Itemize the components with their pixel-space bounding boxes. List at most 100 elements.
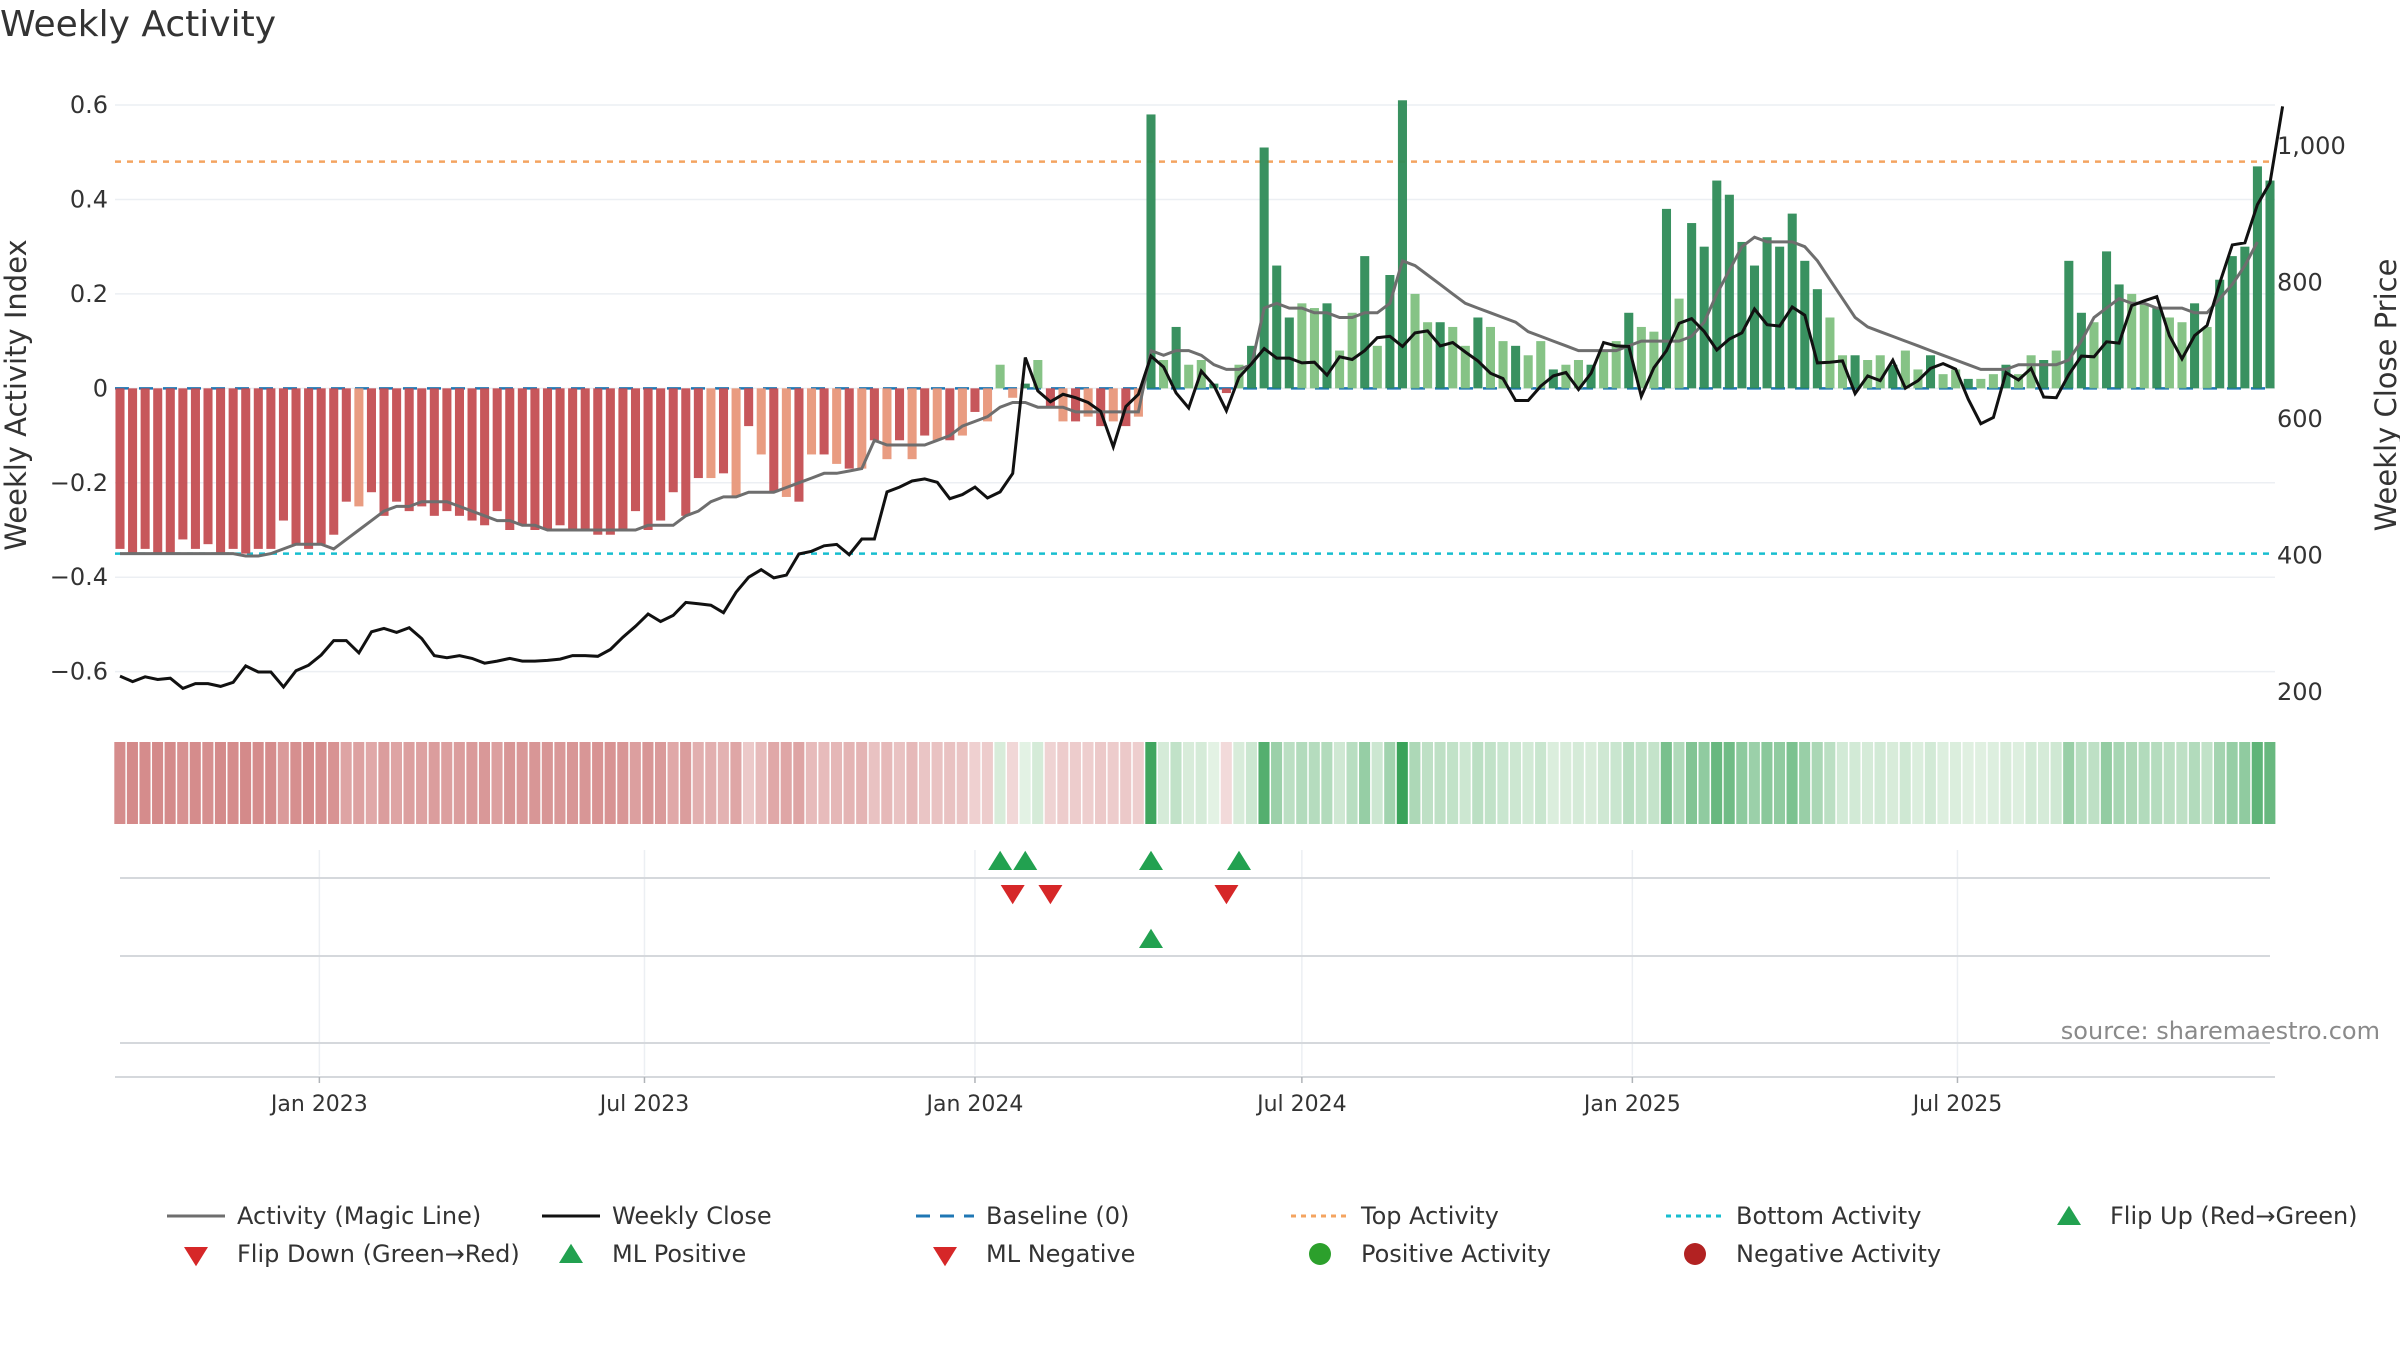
legend-label-9: Positive Activity [1361,1240,1551,1268]
activity-bar-99 [1360,256,1370,389]
legend-label-8: ML Negative [986,1240,1135,1268]
heat-cell-106 [1447,742,1459,824]
activity-bar-44 [668,388,678,493]
activity-bar-147 [1963,378,1973,389]
heat-cell-79 [1107,742,1119,824]
activity-bar-15 [304,388,314,549]
heat-cell-58 [843,742,855,824]
y-tick-6: −0.6 [50,658,108,686]
heat-cell-10 [240,742,252,824]
heat-cell-33 [529,742,541,824]
activity-bar-95 [1309,308,1319,389]
heat-cell-12 [265,742,277,824]
heat-cell-50 [742,742,755,824]
activity-bar-131 [1762,237,1772,389]
heat-cell-24 [416,742,428,824]
activity-bar-118 [1599,350,1609,389]
heat-cell-43 [654,742,667,824]
activity-bar-114 [1548,369,1558,389]
activity-bar-116 [1573,360,1584,389]
heat-cell-1 [126,742,138,824]
heat-cell-166 [2201,742,2213,824]
heat-cell-14 [290,742,302,824]
activity-bar-97 [1335,350,1345,389]
heat-cell-136 [1824,742,1836,824]
heat-cell-151 [2012,742,2024,824]
heat-cell-137 [1836,742,1848,824]
chart-title: Weekly Activity [0,4,277,45]
activity-bar-38 [593,388,603,535]
heat-cell-52 [768,742,780,824]
heat-cell-120 [1623,742,1635,824]
activity-bar-74 [1045,388,1055,408]
activity-bar-3 [153,388,163,554]
activity-bar-26 [442,388,452,512]
heat-cell-21 [378,742,390,824]
legend-item-5: Flip Up (Red→Green) [2057,1202,2358,1230]
activity-bar-52 [769,388,779,493]
heat-cell-132 [1773,742,1786,824]
activity-bar-75 [1058,388,1068,422]
heat-cell-87 [1208,742,1220,824]
date-tick-2: Jan 2024 [925,1092,1024,1117]
heat-cell-48 [717,742,729,824]
date-tick-4: Jan 2025 [1582,1092,1681,1117]
activity-bar-145 [1938,374,1948,389]
activity-bar-106 [1448,326,1458,389]
activity-bar-102 [1397,100,1407,389]
heat-cell-163 [2163,742,2175,824]
activity-bar-0 [115,388,125,549]
heat-cell-67 [956,742,968,824]
heat-cell-157 [2088,742,2100,824]
heat-cell-47 [705,742,717,824]
heat-cell-20 [365,742,377,824]
heat-cell-46 [692,742,704,824]
heat-cell-147 [1962,742,1974,824]
heat-cell-171 [2264,742,2276,824]
heat-cell-84 [1170,742,1182,824]
heat-cell-13 [277,742,289,824]
legend-label-0: Activity (Magic Line) [237,1202,481,1230]
heat-cell-110 [1497,742,1509,824]
heat-cell-28 [466,742,478,824]
heat-cell-143 [1912,742,1924,824]
activity-bar-124 [1674,298,1684,389]
axes: 0.6 0.4 0.2 0 −0.2 −0.4 −0.6 1,000 800 600 400 200 W… [0,91,2400,1117]
activity-bar-115 [1561,364,1571,389]
activity-bar-132 [1775,246,1785,389]
activity-bar-46 [693,388,703,479]
y-tick-0: 0.6 [70,91,108,119]
legend: Activity (Magic Line) Weekly Close Baselin… [167,1202,2358,1268]
flip-down-marker-0 [1000,885,1025,905]
activity-bar-62 [895,388,905,441]
heat-cell-16 [315,742,327,824]
activity-bar-1 [128,388,138,554]
legend-label-5: Flip Up (Red→Green) [2110,1202,2358,1230]
activity-bar-129 [1737,241,1747,389]
activity-bar-121 [1636,326,1646,389]
legend-swatch-6 [184,1247,208,1267]
legend-item-3: Top Activity [1291,1202,1499,1230]
activity-bar-61 [882,388,892,460]
activity-bar-23 [404,388,414,512]
heat-cell-150 [2000,742,2012,824]
activity-bars [115,100,2275,554]
heat-cell-35 [554,742,566,824]
heat-cell-91 [1258,742,1270,824]
heat-cell-114 [1547,742,1559,824]
y2-tick-2: 600 [2277,405,2323,433]
activity-bar-113 [1536,341,1546,389]
heat-cell-77 [1082,742,1094,824]
weekly-close-line [119,106,2285,691]
heat-cell-59 [856,742,868,824]
legend-label-3: Top Activity [1360,1202,1499,1230]
activity-bar-2 [140,388,150,549]
heat-cell-128 [1723,742,1735,824]
heat-cell-89 [1233,742,1245,824]
heat-cell-102 [1396,742,1408,824]
activity-bar-126 [1699,246,1709,389]
heat-cell-142 [1899,742,1911,824]
activity-bar-13 [278,388,288,521]
flip-up-marker-2 [1138,850,1163,870]
heat-cell-149 [1987,742,1999,824]
